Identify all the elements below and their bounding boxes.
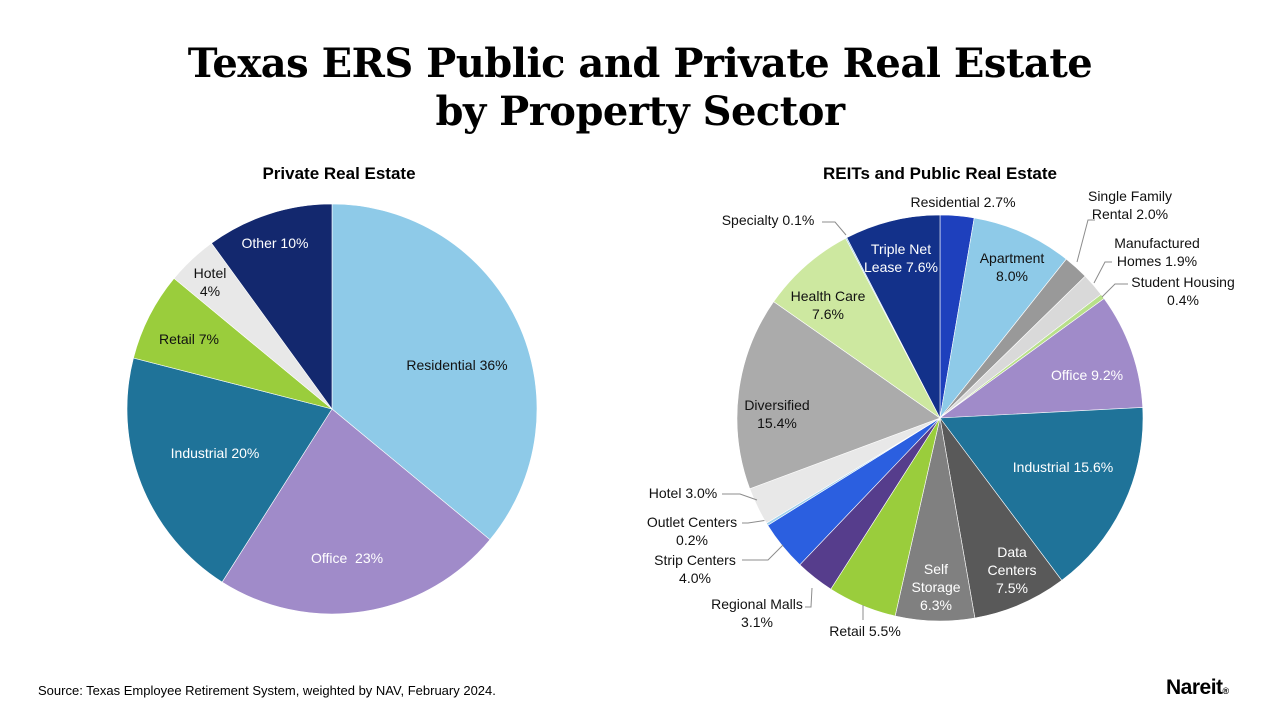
slice-label: Residential 36%	[406, 357, 508, 373]
leader-line	[1076, 219, 1095, 263]
slice-label: Data Centers 7.5%	[987, 544, 1037, 596]
slice-label: Student Housing 0.4%	[1131, 274, 1235, 308]
pie-slice-industrial	[126, 357, 333, 583]
slice-label: Other 10%	[241, 235, 309, 251]
slice-label: Retail 5.5%	[829, 623, 901, 639]
slice-label: Strip Centers 4.0%	[654, 552, 736, 586]
slice-label: Office 23%	[310, 550, 384, 566]
slice-label: Outlet Centers 0.2%	[646, 514, 738, 548]
leader-line	[742, 544, 784, 561]
pie-slice-data-centers	[939, 417, 1063, 619]
pie-slice-other	[211, 203, 333, 410]
slice-label: Residential 2.7%	[910, 194, 1016, 210]
leader-line	[722, 493, 758, 501]
slice-label: Manufactured Homes 1.9%	[1114, 235, 1200, 269]
private-chart-title: Private Real Estate	[262, 164, 416, 183]
pie-slice-office	[221, 408, 491, 615]
leader-line	[1101, 283, 1128, 298]
slice-label: Single Family Rental 2.0%	[1087, 188, 1173, 222]
reit-chart-title: REITs and Public Real Estate	[823, 164, 1057, 183]
page-title: Texas ERS Public and Private Real Estate…	[187, 40, 1093, 135]
slice-label: Office 9.2%	[1050, 367, 1124, 383]
slice-label: Hotel 4%	[193, 265, 227, 299]
nareit-logo: Nareit®	[1166, 676, 1229, 699]
pie-slice-triple-net-lease	[846, 214, 941, 419]
slice-label: Diversified 15.4%	[744, 397, 810, 431]
pie-slice-industrial	[939, 407, 1144, 581]
slice-label: Industrial 15.6%	[1012, 459, 1114, 475]
slice-label: Self Storage 6.3%	[911, 561, 961, 613]
slice-label: Triple Net Lease 7.6%	[864, 241, 938, 275]
slice-label: Regional Malls 3.1%	[711, 596, 803, 630]
slice-label: Apartment 8.0%	[979, 250, 1045, 284]
pie-slice-residential	[331, 203, 538, 541]
pie-slice-office	[939, 298, 1144, 419]
slice-label: Retail 7%	[159, 331, 219, 347]
slice-label: Industrial 20%	[170, 445, 260, 461]
slice-label: Health Care 7.6%	[790, 288, 866, 322]
slice-label: Hotel 3.0%	[648, 485, 718, 501]
pie-slice-apartment	[939, 217, 1067, 419]
slice-label: Specialty 0.1%	[721, 212, 815, 228]
pie-slice-diversified	[736, 301, 941, 490]
leader-line	[1093, 261, 1112, 284]
leader-line	[805, 587, 813, 608]
leader-line	[822, 221, 847, 236]
pie-slice-health-care	[773, 237, 941, 419]
leader-line	[742, 519, 769, 524]
source-note: Source: Texas Employee Retirement System…	[38, 683, 496, 698]
